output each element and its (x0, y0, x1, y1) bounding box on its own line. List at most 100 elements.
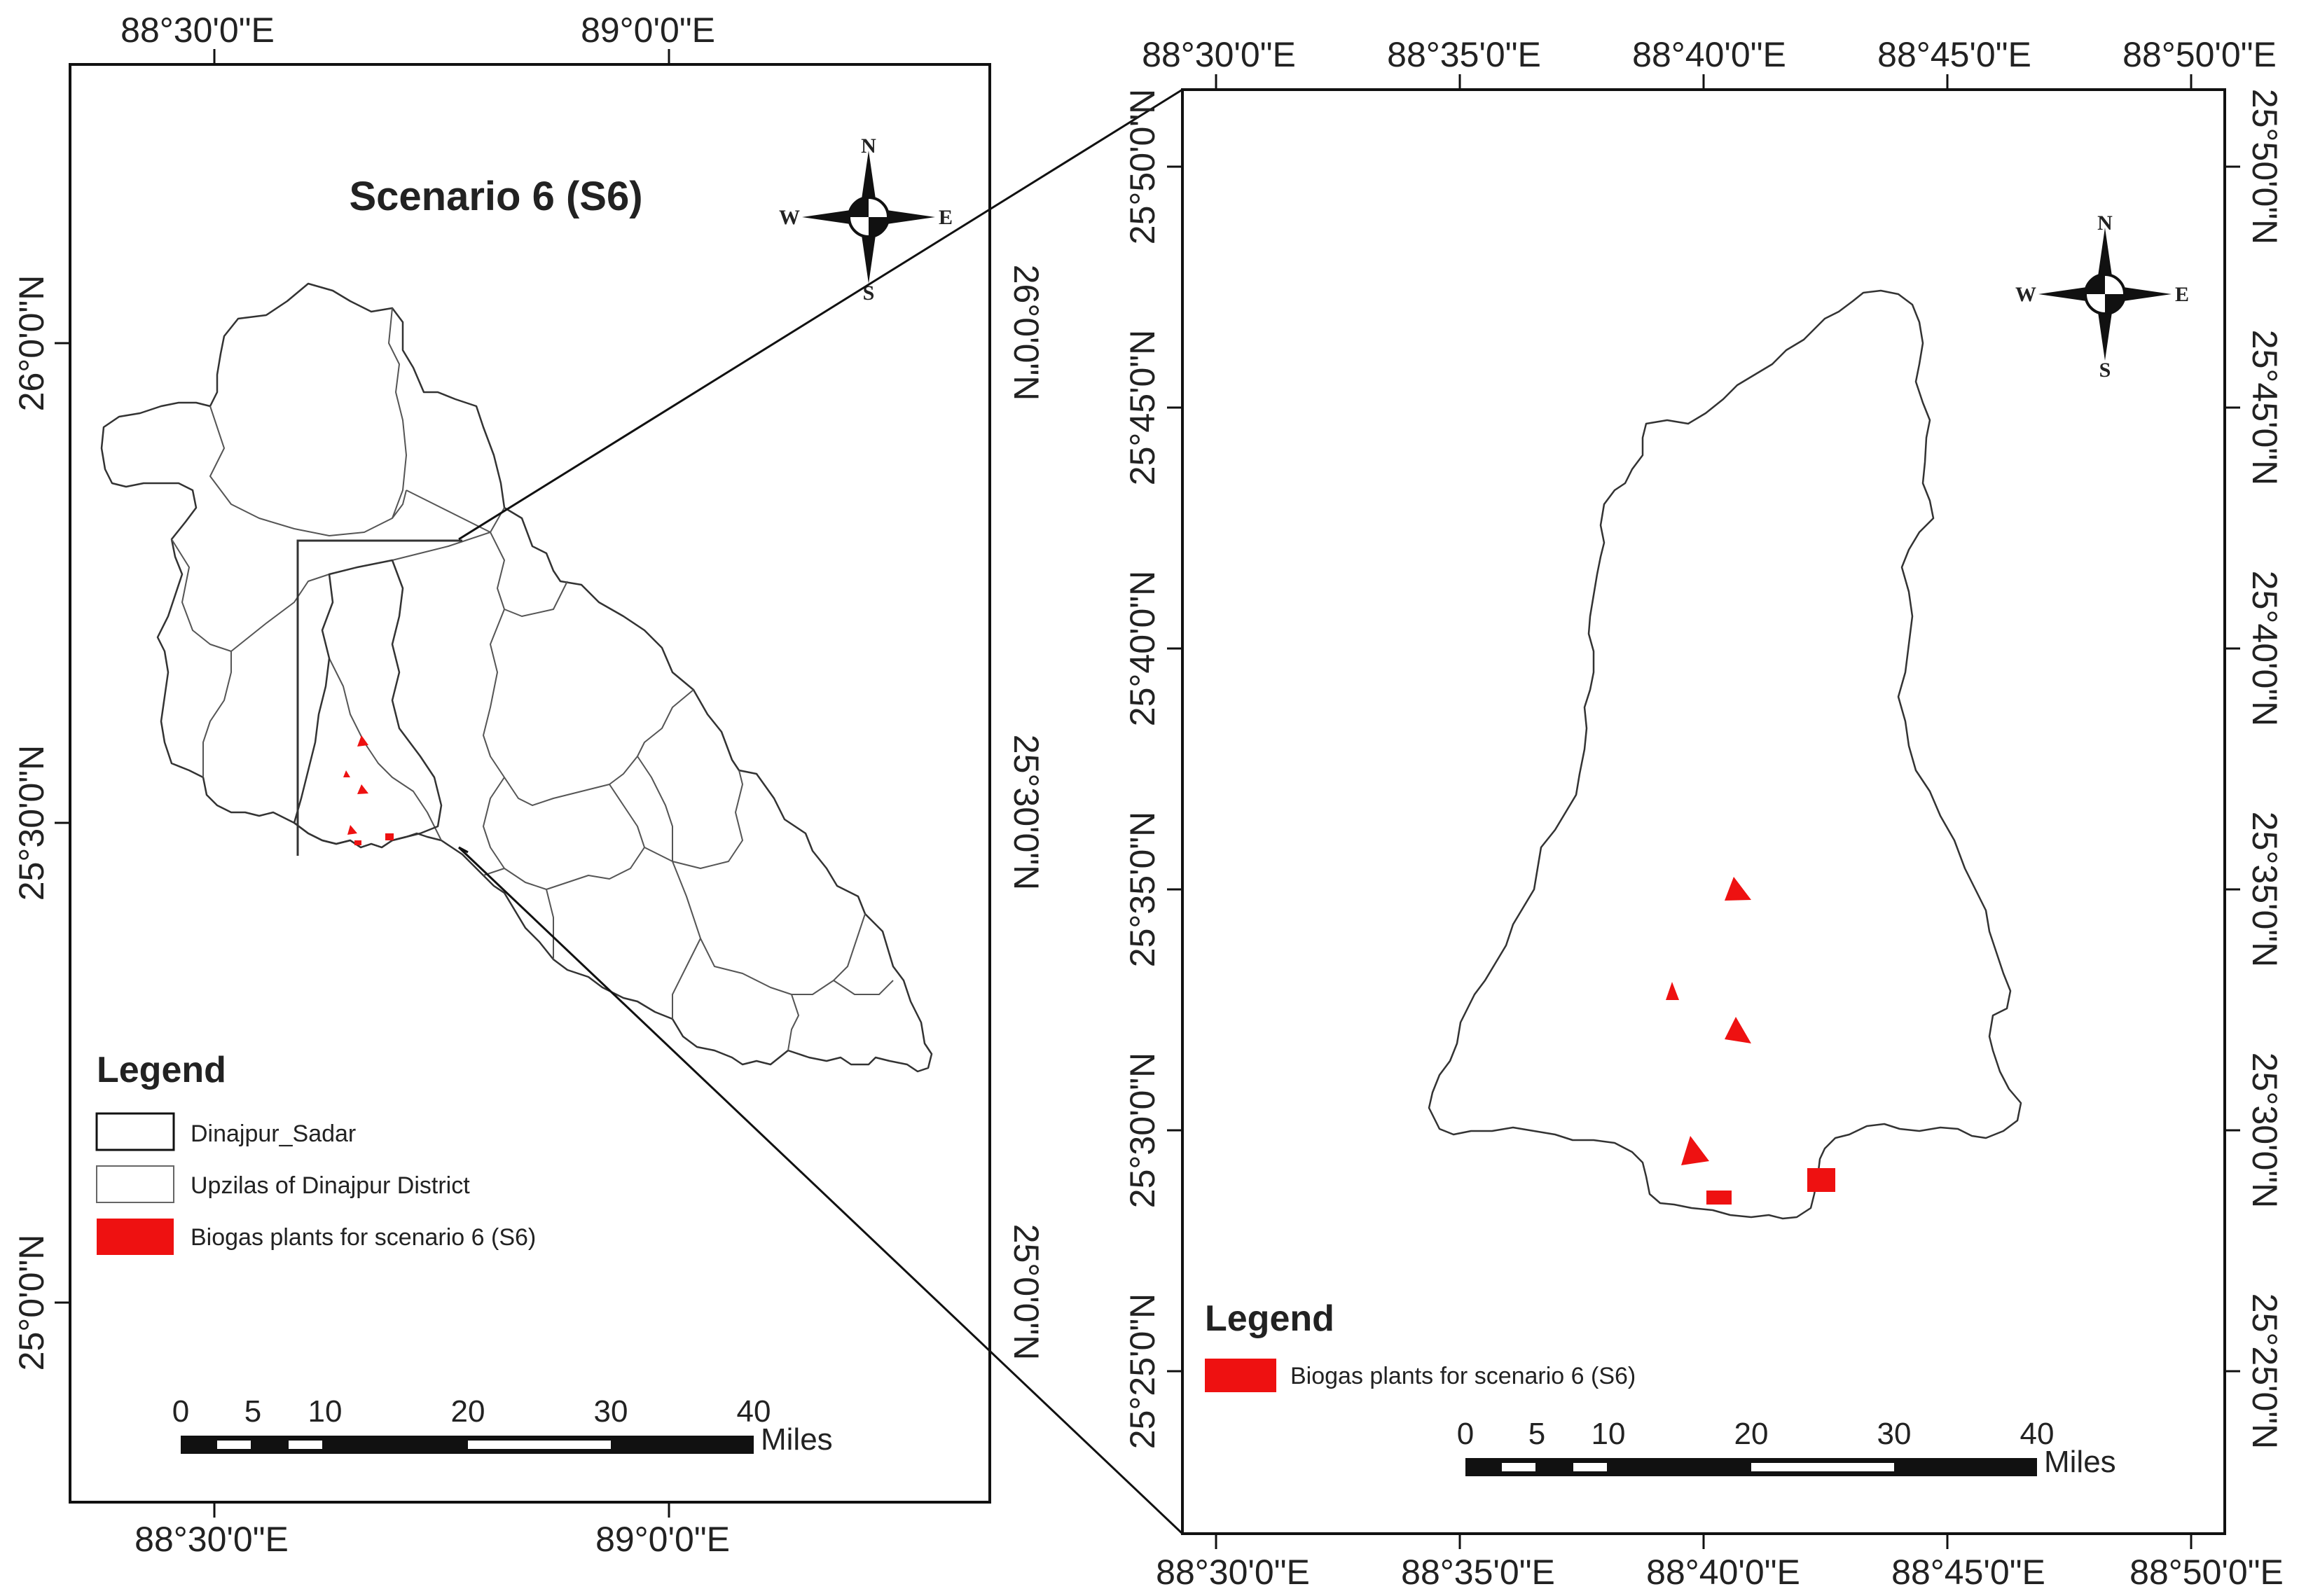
right-left-lat-label-6: 25°25'0"N (1123, 1293, 1162, 1449)
right-right-lat-label-2: 25°45'0"N (2245, 330, 2284, 485)
upazila-boundary-2 (388, 307, 407, 519)
right-north-arrow-icon: N S E W (2015, 211, 2189, 382)
left-scale-tick-30: 30 (594, 1394, 628, 1429)
left-scale-seg-3 (468, 1441, 611, 1449)
right-left-lat-label-2: 25°45'0"N (1123, 330, 1162, 485)
right-scale-bar: 0 5 10 20 30 40 Miles (1457, 1417, 2116, 1479)
right-plant-6 (1807, 1168, 1835, 1192)
left-scale-tick-10: 10 (308, 1394, 343, 1429)
right-right-lat-label-6: 25°25'0"N (2245, 1293, 2284, 1449)
upazila-boundary-14 (672, 938, 701, 1019)
right-plant-2 (1666, 982, 1679, 1000)
right-legend: Legend Biogas plants for scenario 6 (S6) (1205, 1298, 1636, 1392)
right-scale-tick-30: 30 (1877, 1417, 1912, 1451)
right-top-lon-label-2: 88°35'0"E (1387, 35, 1541, 74)
left-lat-label-1: 26°0'0"N (12, 275, 51, 412)
left-scale-tick-40: 40 (737, 1394, 771, 1429)
left-plant-3 (357, 784, 368, 794)
left-map-frame (69, 63, 991, 1504)
upazila-boundary-11 (637, 756, 673, 861)
right-compass-n: N (2097, 211, 2113, 235)
left-legend-item-3: Biogas plants for scenario 6 (S6) (191, 1224, 536, 1251)
zoom-connector-bottom (457, 846, 1184, 1535)
right-scale-seg-2 (1573, 1463, 1607, 1471)
upazila-boundary-4 (171, 532, 491, 652)
left-map-title: Scenario 6 (S6) (349, 174, 642, 219)
left-legend-swatch-upazila (96, 1165, 174, 1203)
left-legend-item-2: Upzilas of Dinajpur District (191, 1172, 470, 1199)
right-bottom-lon-label-1: 88°30'0"E (1156, 1553, 1310, 1592)
left-compass-e: E (939, 206, 953, 229)
left-biogas-plants (343, 735, 394, 845)
right-top-lon-label-3: 88°40'0"E (1632, 35, 1786, 74)
right-plant-4 (1681, 1136, 1709, 1165)
dinajpur-sadar-outline (293, 559, 443, 849)
right-scale-unit: Miles (2044, 1445, 2116, 1479)
right-legend-title: Legend (1205, 1298, 1334, 1339)
left-lat-label-2: 25°30'0"N (12, 745, 51, 901)
right-legend-swatch-plants (1205, 1359, 1276, 1392)
zoom-connector-top (458, 88, 1183, 541)
upazila-boundary-3 (406, 490, 505, 533)
left-legend: Legend Dinajpur_Sadar Upzilas of Dinajpu… (95, 1050, 536, 1255)
right-top-lon-label-4: 88°45'0"E (1877, 35, 2031, 74)
right-plant-3 (1725, 1017, 1751, 1043)
left-scale-tick-5: 5 (244, 1394, 261, 1429)
zoom-extent-box (296, 539, 462, 856)
upazila-boundary-5 (322, 574, 442, 841)
right-legend-item-1: Biogas plants for scenario 6 (S6) (1290, 1363, 1636, 1389)
left-legend-swatch-sadar (95, 1112, 175, 1151)
left-scale-bar-base (181, 1436, 754, 1454)
upazila-boundary-12 (546, 889, 554, 959)
left-scale-bar: 0 5 10 20 30 40 Miles (172, 1394, 833, 1457)
left-compass-w: W (779, 206, 800, 229)
right-bottom-lon-label-5: 88°50'0"E (2129, 1553, 2284, 1592)
upazila-boundary-17 (202, 651, 232, 777)
left-compass-n: N (861, 134, 876, 158)
left-plant-2 (343, 770, 350, 777)
left-plant-6 (385, 833, 394, 840)
left-scale-unit: Miles (761, 1422, 833, 1457)
zoom-connector-hook (458, 846, 469, 854)
dinajpur-district-map (100, 282, 933, 1073)
left-legend-title: Legend (97, 1050, 226, 1090)
right-scale-tick-20: 20 (1734, 1417, 1769, 1451)
right-right-lat-label-4: 25°35'0"N (2245, 812, 2284, 967)
upazila-boundary-16 (833, 980, 894, 995)
right-lon-ticks (1215, 74, 2193, 1549)
right-scale-tick-0: 0 (1457, 1417, 1474, 1451)
right-lat-ticks (1167, 165, 2240, 1373)
right-right-lat-label-3: 25°40'0"N (2245, 571, 2284, 726)
right-map-frame (1181, 88, 2226, 1535)
upazila-boundary-13 (672, 861, 866, 995)
right-bottom-lon-label-4: 88°45'0"E (1891, 1553, 2045, 1592)
right-top-lon-label-5: 88°50'0"E (2122, 35, 2277, 74)
right-top-lon-label-1: 88°30'0"E (1142, 35, 1296, 74)
right-compass-w: W (2015, 283, 2036, 306)
district-outline (100, 282, 933, 1073)
right-scale-tick-40: 40 (2020, 1417, 2055, 1451)
upazila-boundary-1 (209, 405, 407, 536)
left-scale-seg-1 (217, 1441, 251, 1449)
right-scale-tick-10: 10 (1592, 1417, 1626, 1451)
right-left-lat-label-1: 25°50'0"N (1123, 89, 1162, 244)
upazila-boundary-10 (644, 770, 743, 869)
left-north-arrow-icon: N S E W (779, 134, 953, 305)
right-left-lat-label-4: 25°35'0"N (1123, 812, 1162, 967)
right-bottom-lon-label-3: 88°40'0"E (1646, 1553, 1800, 1592)
right-scale-seg-1 (1502, 1463, 1535, 1471)
left-bottom-lon-label-2: 89°0'0"E (595, 1520, 730, 1559)
left-scale-tick-0: 0 (172, 1394, 189, 1429)
right-plant-5 (1706, 1191, 1732, 1205)
left-plant-4 (347, 825, 357, 835)
right-left-lat-label-5: 25°30'0"N (1123, 1053, 1162, 1208)
left-plant-1 (357, 735, 368, 747)
right-scale-seg-3 (1751, 1463, 1894, 1471)
left-right-lat-label-3: 25°0'0"N (1007, 1224, 1046, 1361)
left-lat-label-3: 25°0'0"N (12, 1235, 51, 1371)
right-scale-tick-5: 5 (1528, 1417, 1545, 1451)
upazila-boundary-9 (483, 777, 645, 890)
right-biogas-plants (1666, 877, 1835, 1205)
left-legend-item-1: Dinajpur_Sadar (191, 1120, 356, 1147)
right-plant-1 (1725, 877, 1751, 901)
